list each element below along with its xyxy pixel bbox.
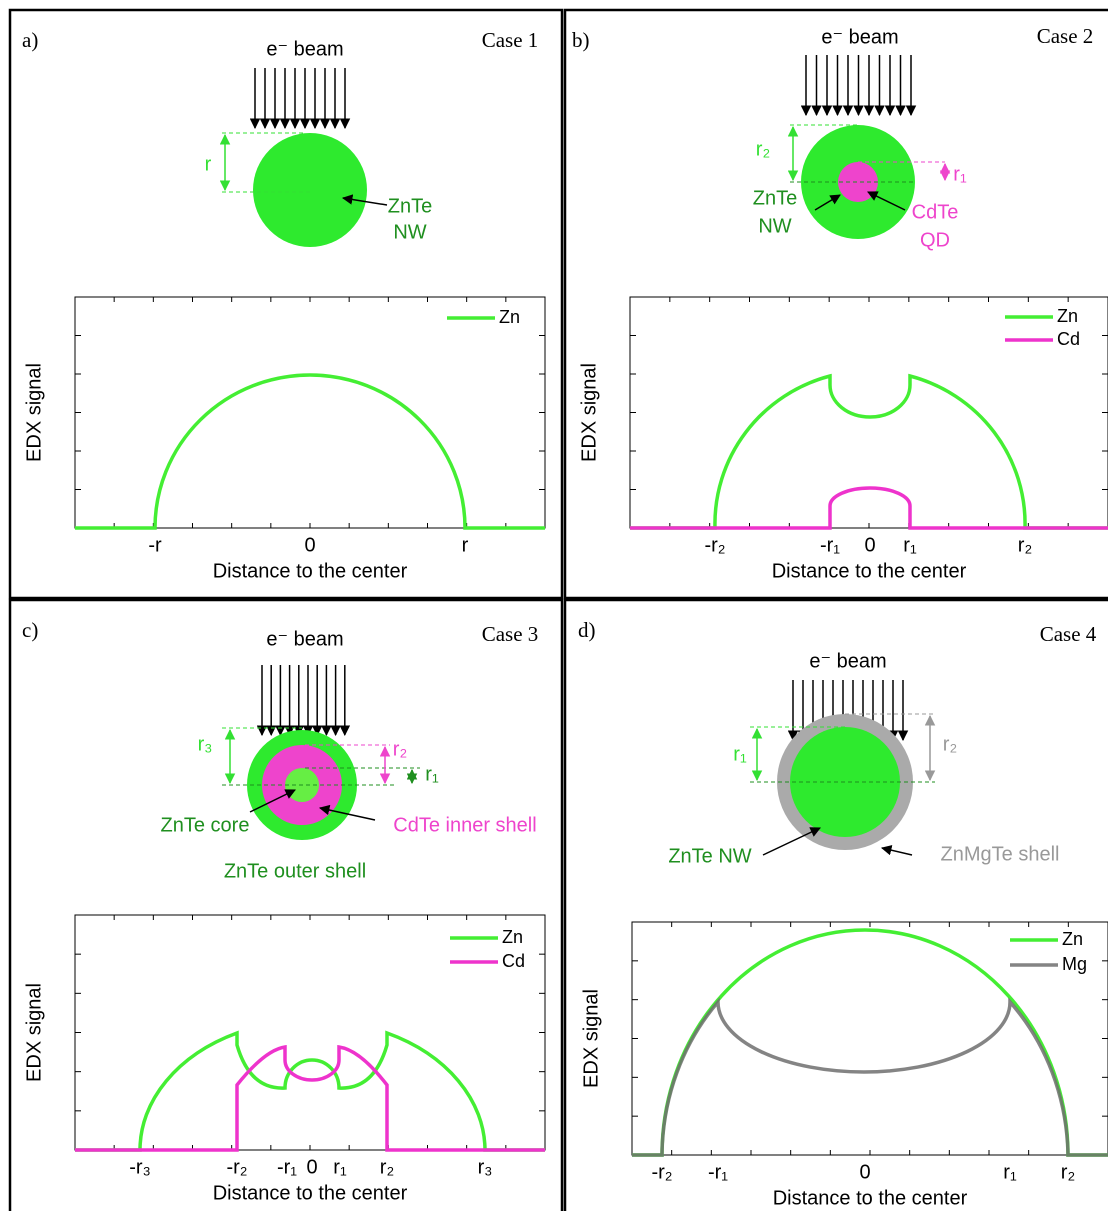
diagram-label: NW — [758, 215, 791, 237]
x-tick-label: 0 — [304, 534, 315, 556]
x-axis-title: Distance to the center — [213, 560, 408, 582]
panel-letter: a) — [22, 28, 38, 52]
x-tick-label: 0 — [859, 1161, 870, 1183]
signal-curve — [75, 1030, 545, 1152]
x-tick-label: -r₂ — [704, 534, 725, 556]
x-tick-label: r₁ — [333, 1156, 347, 1178]
diagram-label: CdTe inner shell — [393, 814, 536, 836]
diagram-label: r₃ — [198, 733, 213, 755]
diagram-label: r₁ — [953, 163, 967, 185]
diagram-label: ZnTe — [388, 195, 432, 217]
diagram-label: NW — [393, 221, 426, 243]
legend-label: Cd — [1057, 329, 1080, 349]
legend-label: Zn — [1062, 929, 1083, 949]
x-tick-label: r — [462, 534, 469, 556]
pointer-arrow — [318, 804, 376, 821]
x-tick-label: r₃ — [478, 1156, 493, 1178]
y-axis-title: EDX signal — [23, 983, 45, 1082]
diagram-label: QD — [920, 229, 950, 251]
pointer-arrow — [867, 191, 906, 211]
beam-label: e⁻ beam — [266, 38, 343, 60]
signal-curve — [75, 1044, 545, 1152]
panel-letter: b) — [572, 28, 590, 52]
signal-curve — [632, 997, 1108, 1157]
x-tick-label: 0 — [864, 534, 875, 556]
panel: c) Case 3 e⁻ beam r₃ r₂ r₁ ZnTe core CdTe inner… — [22, 618, 546, 1204]
y-axis-title: EDX signal — [23, 363, 45, 462]
pointer-arrow — [341, 194, 388, 206]
pointer-arrow — [814, 194, 841, 211]
legend-label: Zn — [499, 307, 520, 327]
x-tick-label: -r₂ — [226, 1156, 247, 1178]
panel-letter: d) — [578, 618, 596, 642]
x-tick-label: -r₂ — [651, 1161, 672, 1183]
case-label: Case 3 — [482, 622, 539, 646]
legend-label: Zn — [1057, 306, 1078, 326]
diagram-label: ZnTe — [753, 187, 797, 209]
pointer-arrow — [762, 827, 821, 856]
panel-border — [8, 8, 564, 600]
cross-section — [253, 133, 367, 247]
diagram-label: ZnTe outer shell — [224, 860, 366, 882]
x-tick-label: -r₁ — [820, 534, 840, 556]
beam-label: e⁻ beam — [809, 650, 886, 672]
panel: b) Case 2 e⁻ beam r₂ r₁ ZnTe NW CdTe QD -r₂ -r₁ 0 r₁… — [572, 24, 1108, 582]
x-axis-title: Distance to the center — [773, 1187, 968, 1209]
x-tick-label: 0 — [306, 1156, 317, 1178]
case-label: Case 1 — [482, 28, 539, 52]
x-tick-label: -r₁ — [277, 1156, 297, 1178]
legend-label: Cd — [502, 951, 525, 971]
panel-borders — [8, 8, 1108, 1211]
pointer-arrow — [249, 789, 296, 813]
panel-border — [8, 598, 564, 1211]
panel: d) Case 4 e⁻ beam r₁ r₂ ZnTe NW ZnMgTe shell -r… — [578, 618, 1108, 1209]
cross-section — [838, 162, 878, 202]
panel-border — [563, 8, 1108, 600]
signal-curve — [630, 373, 1108, 530]
plot-frame — [629, 296, 1108, 529]
diagram-label: r₂ — [943, 733, 957, 755]
case-label: Case 4 — [1040, 622, 1097, 646]
x-tick-label: -r₃ — [129, 1156, 150, 1178]
diagram-label: r — [205, 153, 212, 175]
y-axis-title: EDX signal — [580, 989, 602, 1088]
x-tick-label: -r — [148, 534, 162, 556]
beam-label: e⁻ beam — [266, 628, 343, 650]
x-tick-label: r₁ — [903, 534, 917, 556]
diagram-label: r₁ — [733, 743, 747, 765]
signal-curve — [75, 373, 545, 530]
diagram-label: r₂ — [393, 738, 407, 760]
panel: a) Case 1 e⁻ beam r ZnTe NW -r 0 r Distance to th… — [22, 28, 546, 582]
x-axis-title: Distance to the center — [213, 1182, 408, 1204]
diagram-label: ZnTe NW — [668, 845, 751, 867]
panel-border — [563, 598, 1108, 1211]
signal-curve — [630, 486, 1108, 530]
diagram-label: ZnMgTe shell — [941, 843, 1060, 865]
x-tick-label: -r₁ — [708, 1161, 728, 1183]
diagram-label: r₁ — [425, 763, 439, 785]
y-axis-title: EDX signal — [578, 363, 600, 462]
legend-label: Mg — [1062, 954, 1087, 974]
plot-frame — [74, 296, 546, 529]
diagram-label: r₂ — [756, 138, 770, 160]
x-tick-label: r₂ — [1018, 534, 1032, 556]
beam-label: e⁻ beam — [821, 26, 898, 48]
x-tick-label: r₁ — [1003, 1161, 1017, 1183]
case-label: Case 2 — [1037, 24, 1094, 48]
legend-label: Zn — [502, 927, 523, 947]
x-tick-label: r₂ — [1061, 1161, 1075, 1183]
panel-letter: c) — [22, 618, 38, 642]
diagram-label: CdTe — [912, 201, 959, 223]
x-axis-title: Distance to the center — [772, 560, 967, 582]
x-tick-label: r₂ — [380, 1156, 394, 1178]
diagram-label: ZnTe core — [161, 814, 250, 836]
pointer-arrow — [880, 845, 913, 856]
